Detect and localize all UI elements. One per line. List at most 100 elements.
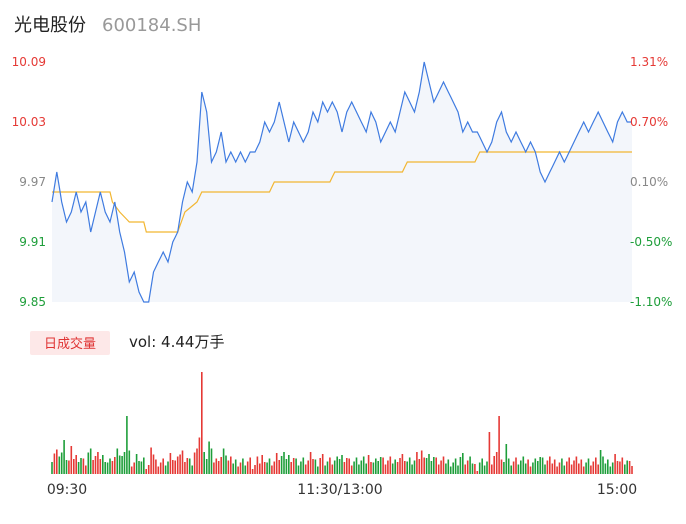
volume-bar [273, 461, 276, 474]
volume-bar [106, 462, 109, 474]
volume-bar [329, 457, 331, 474]
volume-bar [626, 460, 628, 474]
price-panel: 10.09 10.03 9.97 9.91 9.85 1.31% 0.70% 0… [12, 55, 673, 309]
volume-bar [449, 466, 452, 474]
volume-bar [53, 453, 56, 474]
volume-bar [109, 458, 111, 474]
volume-bar [244, 465, 247, 474]
volume-bar [283, 452, 285, 474]
volume-bar [459, 457, 462, 474]
y-tick-left: 9.85 [19, 295, 46, 309]
volume-bar [239, 462, 242, 474]
volume-bar [326, 461, 329, 474]
y-tick-left: 10.03 [12, 115, 46, 129]
volume-bar [549, 456, 551, 474]
volume-bar [582, 466, 585, 474]
volume-bar [425, 458, 428, 474]
volume-bar [77, 462, 80, 474]
volume-bar [534, 458, 537, 474]
volume-bar [143, 457, 145, 474]
volume-bar [382, 457, 384, 474]
volume-bar [517, 464, 520, 474]
volume-bar [179, 454, 181, 474]
volume-bar [73, 459, 75, 474]
volume-bar [452, 462, 454, 474]
volume-bar [319, 458, 321, 474]
volume-bar [278, 460, 280, 474]
volume-bar [343, 462, 346, 474]
volume-bar [413, 460, 416, 474]
volume-bar [181, 450, 184, 474]
volume-bar [80, 458, 82, 474]
volume-bar [387, 460, 389, 474]
y-tick-right: 0.10% [630, 175, 668, 189]
volume-bar [476, 471, 479, 474]
volume-bar [261, 455, 263, 474]
volume-bar [213, 462, 215, 474]
volume-bar [442, 456, 445, 474]
volume-bar [396, 462, 399, 474]
volume-bar [92, 460, 94, 474]
volume-badge-label: 日成交量 [44, 336, 96, 352]
volume-bar [563, 465, 566, 474]
volume-bar [309, 452, 312, 474]
volume-bar [82, 458, 85, 474]
volume-bar [483, 465, 486, 474]
volume-bar [391, 463, 394, 474]
volume-bar [123, 452, 126, 474]
volume-bar [631, 466, 633, 474]
volume-bar [304, 464, 307, 474]
volume-bar [355, 457, 358, 474]
volume-bar [416, 452, 418, 474]
volume-bar [297, 465, 300, 474]
price-area-fill [52, 62, 632, 302]
volume-bar [205, 459, 208, 474]
volume-bar [570, 464, 573, 474]
volume-bar [505, 444, 508, 474]
volume-bar [503, 462, 505, 474]
volume-bar [254, 465, 256, 474]
volume-bar [481, 458, 483, 474]
volume-bar [225, 455, 227, 474]
volume-bar [251, 469, 254, 474]
volume-bar [121, 456, 123, 474]
volume-bar [114, 457, 116, 474]
volume-header: 日成交量 vol: 4.44万手 [30, 331, 224, 355]
volume-bar [462, 453, 464, 474]
volume-bar [147, 465, 150, 474]
volume-bar [140, 461, 143, 474]
volume-bar [628, 461, 631, 474]
volume-bar [266, 462, 268, 474]
volume-bar [307, 460, 309, 474]
volume-bar [152, 454, 155, 474]
volume-bar [500, 459, 503, 474]
volume-bar [440, 460, 442, 474]
volume-bar [539, 457, 541, 474]
volume-bar [97, 452, 99, 474]
volume-bar [435, 457, 437, 474]
volume-bar [232, 463, 234, 474]
volume-bar [553, 459, 556, 474]
volume-bar [498, 416, 500, 474]
volume-bar [348, 458, 350, 474]
y-tick-left: 10.09 [12, 55, 46, 69]
volume-bar [578, 463, 580, 474]
volume-bar [595, 457, 597, 474]
volume-bar [384, 464, 387, 474]
y-tick-right: -0.50% [630, 235, 672, 249]
x-tick-open: 09:30 [47, 482, 87, 498]
volume-bar [102, 455, 104, 474]
volume-bar [288, 455, 290, 474]
volume-bar [203, 452, 205, 474]
volume-bar [87, 452, 90, 474]
volume-bar [510, 465, 512, 474]
volume-bar [447, 459, 450, 474]
volume-bar [198, 437, 201, 474]
volume-bar [302, 457, 305, 474]
volume-bar [611, 462, 614, 474]
volume-bar [507, 458, 510, 474]
volume-bar [242, 458, 244, 474]
volume-bar [275, 453, 278, 474]
volume-bar [191, 465, 193, 474]
